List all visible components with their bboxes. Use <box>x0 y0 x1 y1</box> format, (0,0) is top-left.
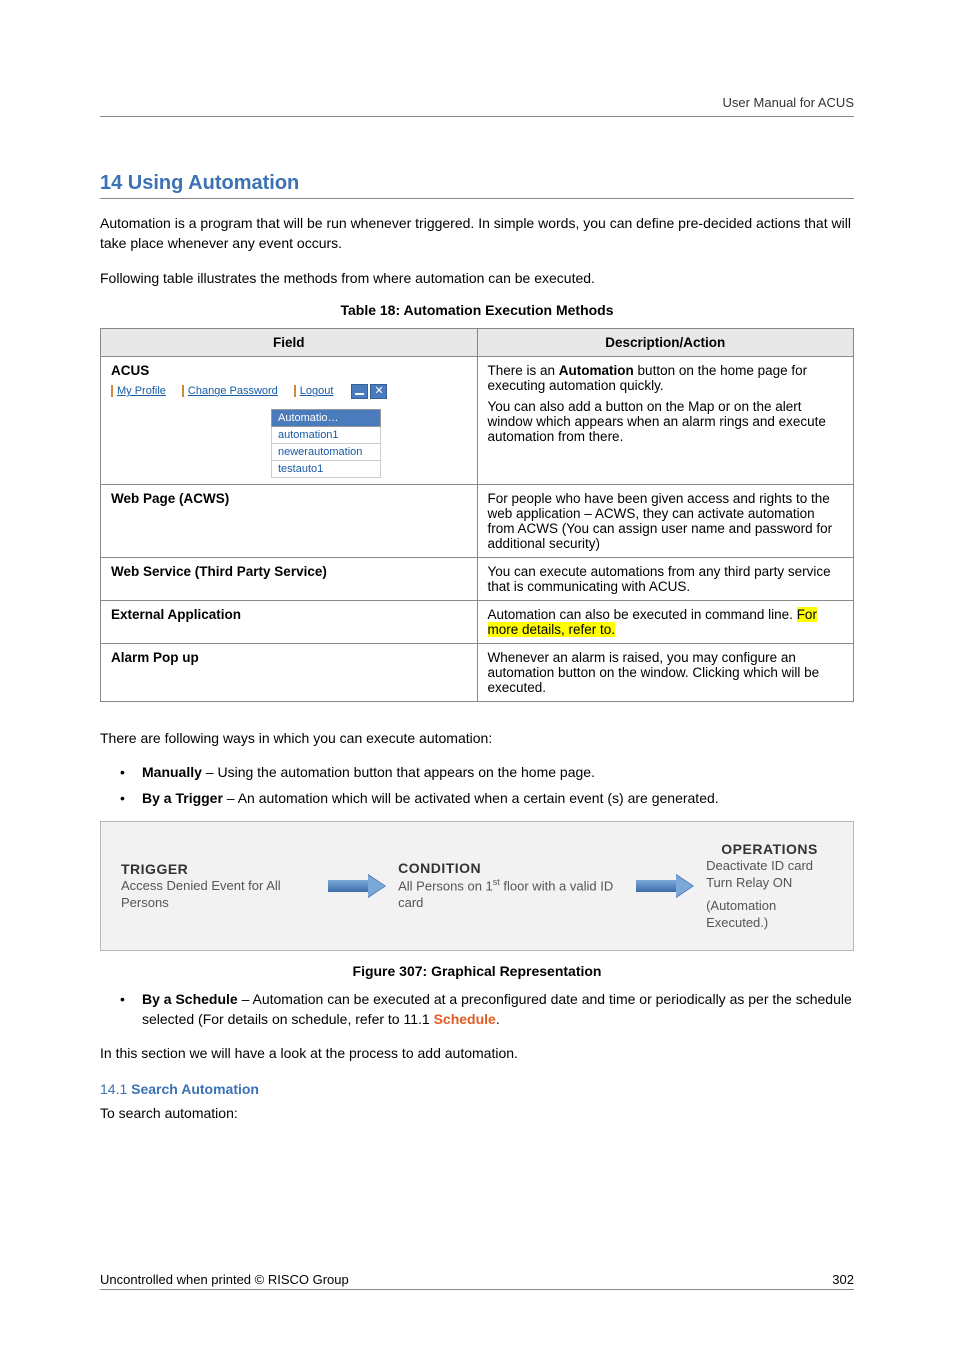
arrow-icon <box>636 875 696 897</box>
trigger-heading: TRIGGER <box>121 860 318 878</box>
section-heading: 14 Using Automation <box>100 172 854 199</box>
desc-text: You can also add a button on the Map or … <box>488 399 826 444</box>
subsection-body: To search automation: <box>100 1103 854 1123</box>
col-desc: Description/Action <box>477 328 854 356</box>
desc-external-app: Automation can also be executed in comma… <box>477 600 854 643</box>
field-alarm-popup: Alarm Pop up <box>101 643 478 701</box>
list-item: By a Trigger – An automation which will … <box>120 788 854 808</box>
table-header-row: Field Description/Action <box>101 328 854 356</box>
intro-paragraph-2: Following table illustrates the methods … <box>100 268 854 288</box>
trigger-box: TRIGGER Access Denied Event for All Pers… <box>121 860 318 912</box>
bullet-label: Manually <box>142 764 202 780</box>
header-rule <box>100 116 854 117</box>
automation-menu-item[interactable]: automation1 <box>271 427 381 444</box>
list-item: By a Schedule – Automation can be execut… <box>120 989 854 1030</box>
automation-dropdown[interactable]: Automatio… automation1 newerautomation t… <box>271 409 381 478</box>
table-row: ACUS My Profile Change Password Logout A… <box>101 356 854 484</box>
automation-menu-item[interactable]: testauto1 <box>271 461 381 478</box>
ways-lead: There are following ways in which you ca… <box>100 728 854 748</box>
page: User Manual for ACUS 14 Using Automation… <box>0 0 954 1350</box>
operations-heading: OPERATIONS <box>706 840 833 858</box>
condition-body: All Persons on 1st floor with a valid ID… <box>398 877 626 912</box>
table-row: External Application Automation can also… <box>101 600 854 643</box>
table-row: Alarm Pop up Whenever an alarm is raised… <box>101 643 854 701</box>
ways-list-2: By a Schedule – Automation can be execut… <box>120 989 854 1030</box>
field-web-service: Web Service (Third Party Service) <box>101 557 478 600</box>
desc-acus: There is an Automation button on the hom… <box>477 356 854 484</box>
bullet-text: – Using the automation button that appea… <box>202 764 595 780</box>
operations-box: OPERATIONS Deactivate ID card Turn Relay… <box>706 840 833 932</box>
trigger-body: Access Denied Event for All Persons <box>121 878 318 912</box>
field-acus: ACUS My Profile Change Password Logout A… <box>101 356 478 484</box>
closing-text: In this section we will have a look at t… <box>100 1043 854 1063</box>
minimize-icon[interactable] <box>351 384 368 399</box>
schedule-link[interactable]: Schedule <box>434 1011 496 1027</box>
footer-right: 302 <box>832 1272 854 1287</box>
desc-bold: Automation <box>559 363 634 378</box>
operations-line: (Automation Executed.) <box>706 898 833 932</box>
table-caption: Table 18: Automation Execution Methods <box>100 302 854 318</box>
operations-line: Turn Relay ON <box>706 875 833 892</box>
desc-web-service: You can execute automations from any thi… <box>477 557 854 600</box>
bullet-text: . <box>496 1011 500 1027</box>
figure-307-diagram: TRIGGER Access Denied Event for All Pers… <box>100 821 854 951</box>
table-row: Web Service (Third Party Service) You ca… <box>101 557 854 600</box>
field-acus-title: ACUS <box>111 363 149 378</box>
condition-heading: CONDITION <box>398 859 626 877</box>
close-icon[interactable] <box>370 384 387 399</box>
acus-link-change-password[interactable]: Change Password <box>182 385 294 397</box>
bullet-text: – An automation which will be activated … <box>223 790 719 806</box>
acus-link-my-profile[interactable]: My Profile <box>111 385 182 397</box>
automation-methods-table: Field Description/Action ACUS My Profile… <box>100 328 854 702</box>
automation-dropdown-button[interactable]: Automatio… <box>271 409 381 427</box>
figure-caption: Figure 307: Graphical Representation <box>100 963 854 979</box>
acus-screenshot: My Profile Change Password Logout Automa… <box>111 384 467 478</box>
desc-text: Automation can also be executed in comma… <box>488 607 797 622</box>
arrow-icon <box>328 875 388 897</box>
page-footer: Uncontrolled when printed © RISCO Group … <box>100 1272 854 1290</box>
subsection-number: 14.1 <box>100 1081 131 1097</box>
subsection-heading: 14.1 Search Automation <box>100 1081 854 1097</box>
cond-sup: st <box>493 877 500 887</box>
operations-line: Deactivate ID card <box>706 858 833 875</box>
desc-web-page: For people who have been given access an… <box>477 484 854 557</box>
automation-menu-item[interactable]: newerautomation <box>271 444 381 461</box>
desc-alarm-popup: Whenever an alarm is raised, you may con… <box>477 643 854 701</box>
list-item: Manually – Using the automation button t… <box>120 762 854 782</box>
field-external-app: External Application <box>101 600 478 643</box>
acus-link-bar: My Profile Change Password Logout <box>111 384 467 399</box>
field-web-page: Web Page (ACWS) <box>101 484 478 557</box>
ways-list: Manually – Using the automation button t… <box>120 762 854 809</box>
condition-box: CONDITION All Persons on 1st floor with … <box>398 859 626 912</box>
acus-link-logout[interactable]: Logout <box>294 385 350 397</box>
footer-left: Uncontrolled when printed © RISCO Group <box>100 1272 349 1287</box>
doc-title: User Manual for ACUS <box>723 95 855 110</box>
bullet-label: By a Schedule <box>142 991 238 1007</box>
col-field: Field <box>101 328 478 356</box>
cond-text: All Persons on 1 <box>398 879 493 894</box>
intro-paragraph-1: Automation is a program that will be run… <box>100 213 854 254</box>
desc-text: There is an <box>488 363 559 378</box>
subsection-title: Search Automation <box>131 1081 259 1097</box>
table-row: Web Page (ACWS) For people who have been… <box>101 484 854 557</box>
bullet-label: By a Trigger <box>142 790 223 806</box>
